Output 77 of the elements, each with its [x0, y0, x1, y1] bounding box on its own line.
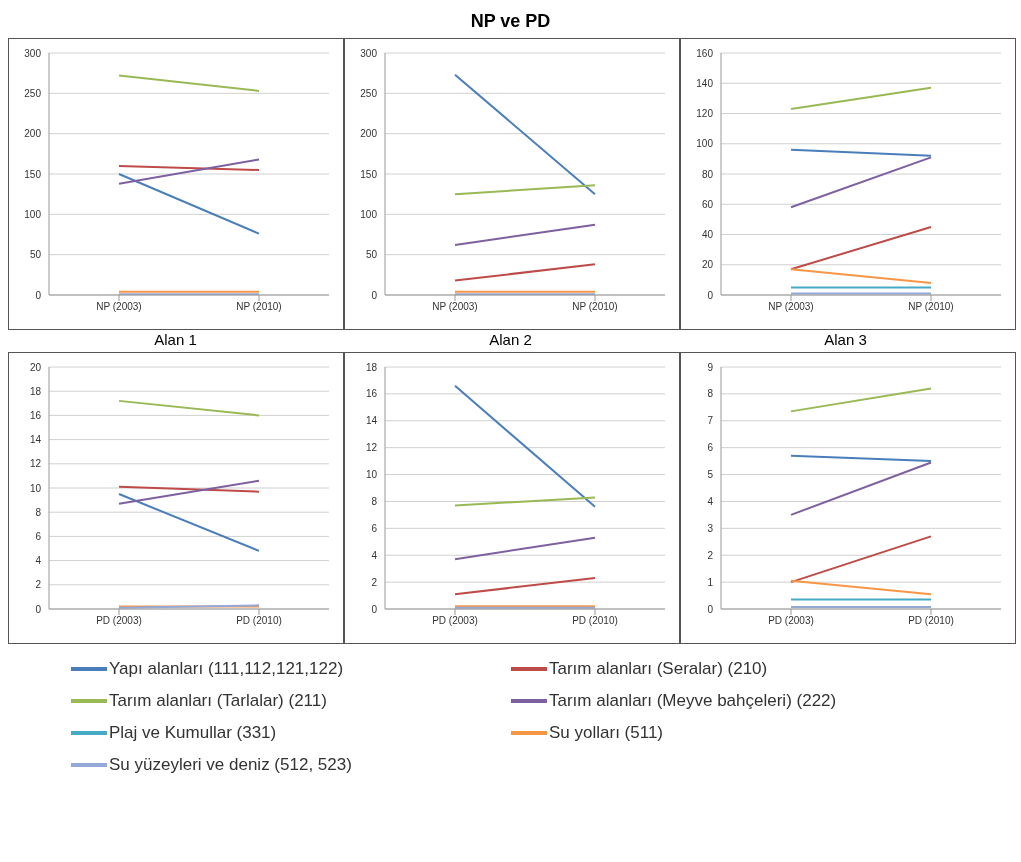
x-tick-label: NP (2010) — [572, 301, 618, 313]
y-tick-label: 100 — [696, 138, 714, 150]
y-tick-label: 8 — [35, 506, 42, 518]
y-tick-label: 7 — [707, 415, 714, 427]
x-tick-label: PD (2003) — [432, 615, 478, 627]
y-tick-label: 40 — [701, 229, 714, 241]
x-axis-title: Alan 3 — [823, 330, 868, 350]
x-tick-label: NP (2003) — [432, 301, 478, 313]
legend-label: Su yolları (511) — [549, 723, 664, 743]
y-tick-label: 14 — [365, 415, 378, 427]
y-tick-label: 80 — [701, 168, 714, 180]
y-tick-label: 200 — [360, 128, 378, 140]
y-tick-label: 120 — [696, 108, 714, 120]
y-tick-label: 300 — [360, 47, 378, 59]
y-tick-label: 6 — [35, 530, 42, 542]
y-tick-label: 250 — [24, 87, 42, 99]
y-tick-label: 150 — [360, 168, 378, 180]
y-tick-label: 6 — [707, 442, 714, 454]
y-tick-label: 16 — [29, 409, 42, 421]
y-tick-label: 60 — [701, 198, 714, 210]
y-tick-label: 8 — [707, 388, 714, 400]
y-tick-label: 16 — [365, 388, 378, 400]
y-tick-label: 0 — [35, 603, 42, 615]
y-tick-label: 4 — [371, 549, 378, 561]
y-tick-label: 160 — [696, 47, 714, 59]
y-tick-label: 200 — [24, 128, 42, 140]
legend-label: Su yüzeyleri ve deniz (512, 523) — [109, 755, 352, 775]
legend-label: Tarım alanları (Tarlalar) (211) — [109, 691, 327, 711]
x-tick-label: PD (2003) — [768, 615, 814, 627]
x-axis-title: Alan 1 — [153, 330, 198, 350]
x-tick-label: PD (2010) — [908, 615, 954, 627]
y-tick-label: 10 — [29, 482, 42, 494]
y-tick-label: 1 — [707, 576, 714, 588]
y-tick-label: 0 — [371, 289, 378, 301]
y-tick-label: 4 — [35, 555, 42, 567]
y-tick-label: 9 — [707, 361, 714, 373]
y-tick-label: 140 — [696, 77, 714, 89]
y-tick-label: 0 — [35, 289, 42, 301]
y-tick-label: 14 — [29, 434, 42, 446]
y-tick-label: 100 — [24, 208, 42, 220]
y-tick-label: 250 — [360, 87, 378, 99]
x-tick-label: NP (2010) — [236, 301, 282, 313]
y-tick-label: 3 — [707, 522, 714, 534]
x-tick-label: PD (2010) — [236, 615, 282, 627]
y-tick-label: 12 — [365, 442, 378, 454]
y-tick-label: 150 — [24, 168, 42, 180]
y-tick-label: 8 — [371, 495, 378, 507]
y-tick-label: 12 — [29, 458, 42, 470]
y-tick-label: 5 — [707, 469, 714, 481]
x-axis-title: Alan 2 — [488, 330, 533, 350]
y-tick-label: 50 — [365, 249, 378, 261]
y-tick-label: 2 — [707, 549, 714, 561]
x-tick-label: PD (2010) — [572, 615, 618, 627]
y-tick-label: 4 — [707, 495, 714, 507]
y-tick-label: 20 — [29, 361, 42, 373]
y-tick-label: 18 — [29, 385, 42, 397]
y-tick-label: 0 — [371, 603, 378, 615]
x-tick-label: NP (2010) — [908, 301, 954, 313]
legend-label: Plaj ve Kumullar (331) — [109, 723, 277, 743]
y-tick-label: 300 — [24, 47, 42, 59]
chart-title: NP ve PD — [469, 10, 552, 33]
legend-label: Tarım alanları (Meyve bahçeleri) (222) — [549, 691, 837, 711]
y-tick-label: 6 — [371, 522, 378, 534]
y-tick-label: 2 — [35, 579, 42, 591]
y-tick-label: 0 — [707, 289, 714, 301]
x-tick-label: PD (2003) — [96, 615, 142, 627]
legend-label: Tarım alanları (Seralar) (210) — [549, 659, 768, 679]
x-tick-label: NP (2003) — [768, 301, 814, 313]
y-tick-label: 20 — [701, 259, 714, 271]
y-tick-label: 50 — [29, 249, 42, 261]
y-tick-label: 100 — [360, 208, 378, 220]
y-tick-label: 0 — [707, 603, 714, 615]
y-tick-label: 10 — [365, 469, 378, 481]
y-tick-label: 18 — [365, 361, 378, 373]
x-tick-label: NP (2003) — [96, 301, 142, 313]
legend-label: Yapı alanları (111,112,121,122) — [109, 659, 344, 679]
y-tick-label: 2 — [371, 576, 378, 588]
